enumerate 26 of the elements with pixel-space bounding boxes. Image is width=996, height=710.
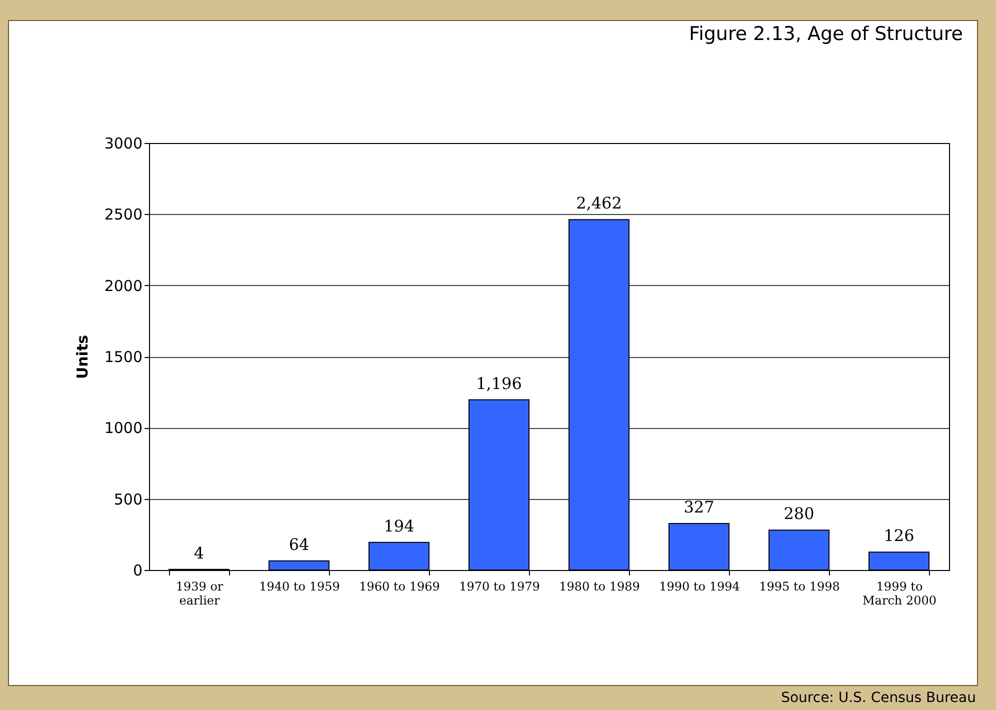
y-tick-label: 2000: [104, 276, 142, 295]
data-label: 194: [384, 516, 414, 536]
x-tick-label: 1940 to 1959: [259, 580, 340, 594]
y-tick-label: 1000: [104, 419, 142, 438]
data-label: 280: [784, 504, 814, 524]
chart-title: Figure 2.13, Age of Structure: [689, 23, 963, 45]
y-tick-label: 3000: [104, 134, 142, 152]
source-note: Source: U.S. Census Bureau: [781, 690, 976, 706]
y-axis-title: Units: [73, 334, 92, 380]
data-label: 64: [288, 534, 310, 554]
data-label: 4: [194, 543, 204, 562]
x-tick-label: 1960 to 1969: [359, 580, 440, 594]
x-tick-label: 1990 to 1994: [659, 580, 740, 594]
y-tick-label: 0: [132, 562, 142, 580]
data-label: 126: [884, 526, 914, 546]
y-tick-label: 500: [114, 490, 142, 508]
y-tick-label: 1500: [104, 348, 142, 366]
x-tick-label: 1995 to 1998: [759, 580, 840, 594]
x-tick-label: 1999 to March 2000: [862, 580, 936, 608]
data-label: 1,196: [476, 374, 522, 393]
x-tick-label: 1970 to 1979: [459, 580, 540, 594]
x-tick-label: 1939 or earlier: [176, 580, 224, 608]
x-tick-label: 1980 to 1989: [559, 580, 640, 594]
data-label: 327: [684, 497, 714, 516]
data-label: 2,462: [576, 194, 622, 213]
y-tick-label: 2500: [104, 206, 142, 224]
